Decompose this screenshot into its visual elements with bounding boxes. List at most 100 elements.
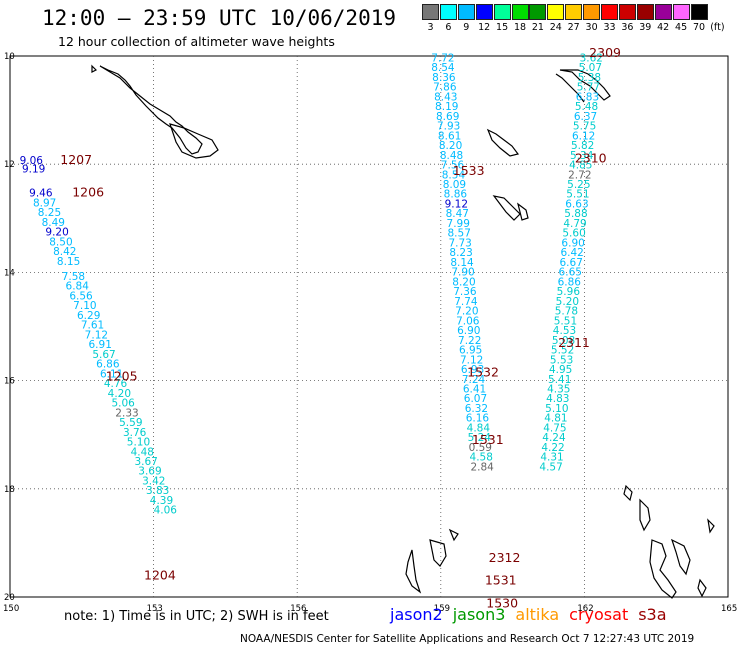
wave-height-value: 8.20 [439,140,462,152]
wave-height-value: 5.88 [564,208,587,220]
wave-height-value: 5.60 [562,228,585,240]
wave-height-value: 8.09 [443,179,466,191]
lon-tick-label: 159 [434,604,450,614]
wave-height-value: 7.58 [62,271,85,283]
wave-height-value: 8.43 [434,91,457,103]
wave-height-value: 7.10 [73,300,96,312]
legend-swatch [475,4,493,20]
wave-height-value: 6.86 [558,276,582,288]
wave-height-value: 8.57 [448,228,471,240]
legend-label: 24 [549,22,562,33]
wave-height-value: 8.48 [440,150,463,162]
wave-height-value: 5.10 [127,437,150,449]
wave-height-value: 6.95 [459,345,482,357]
map-note: note: 1) Time is in UTC; 2) SWH is in fe… [64,609,329,624]
wave-height-value: 5.48 [575,101,598,113]
satellite-name: cryosat [569,605,629,624]
coastline-island-se-2 [670,538,691,576]
legend-label: 18 [513,22,527,33]
wave-height-value: 5.82 [571,140,594,152]
wave-height-value: 8.19 [435,101,458,113]
wave-height-value: 7.22 [458,335,481,347]
legend-swatch [672,4,690,20]
wave-height-value: 8.69 [436,111,459,123]
wave-height-value: 9.20 [45,227,68,239]
lon-tick-label: 150 [3,604,19,614]
wave-height-value: 5.52 [551,345,574,357]
wave-height-value: 6.86 [96,359,120,371]
wave-height-value: 6.56 [69,290,93,302]
satellite-name: altika [515,605,560,624]
wave-height-value: 4.83 [546,393,569,405]
wave-height-value: 7.93 [437,121,460,133]
coastline-islet-e [623,484,633,502]
legend-swatch [547,4,565,20]
wave-height-value: 5.53 [550,354,573,366]
legend-swatch [511,4,529,20]
wave-height-value: 4.84 [467,422,491,434]
coastline-island-s [429,539,447,567]
wave-height-value: 9.46 [29,188,53,200]
lat-tick-label: 14 [4,268,15,278]
coastline-island-se [649,539,677,599]
legend-label: 45 [675,22,688,33]
legend-swatch [654,4,672,20]
wave-height-value: 5.07 [579,62,602,74]
wave-height-value: 5.24 [468,432,492,444]
coastline-island-sw [405,549,422,594]
wave-height-value: 8.54 [442,169,466,181]
legend-label: 70 [692,22,706,33]
wave-height-value: 2.33 [115,407,138,419]
wave-height-value: 6.16 [466,413,490,425]
wave-height-value: 5.78 [555,306,578,318]
wave-height-value: 5.41 [548,374,571,386]
coastline-island-group-nw-2 [169,123,219,159]
wave-height-value: 3.69 [138,466,161,478]
wave-height-value: 5.67 [92,349,115,361]
wave-height-value: 4.24 [542,432,566,444]
wave-height-value: 6.65 [559,267,582,279]
wave-height-value: 8.50 [49,236,72,248]
wave-height-value: 6.90 [561,237,584,249]
wave-height-value: 4.20 [108,388,131,400]
wave-height-value: 3.42 [142,475,165,487]
wave-height-value: 5.96 [557,286,581,298]
coastline-islet-i [91,64,98,73]
legend-swatch [601,4,618,20]
wave-height-value: 6.93 [461,364,484,376]
wave-height-value: 8.14 [450,257,474,269]
map-border [9,55,729,598]
wave-height-value: 8.23 [449,247,472,259]
coastline-islet-g [697,578,707,598]
wave-height-value: 6.83 [576,91,599,103]
lat-tick-label: 12 [4,160,15,170]
wave-height-value: 3.67 [134,456,157,468]
wave-height-value: 6.90 [457,325,480,337]
legend-label: 27 [567,22,580,33]
wave-height-value: 5.20 [556,296,579,308]
wave-height-value: 5.51 [566,189,589,201]
legend-swatch [529,4,547,20]
wave-height-value: 4.76 [104,378,128,390]
wave-height-value: 6.07 [464,393,487,405]
legend-label: 30 [585,22,598,33]
satellite-name: jason3 [452,605,506,624]
legend-swatch [457,4,475,20]
wave-height-value: 7.20 [455,306,478,318]
wave-height-value: 7.72 [431,52,454,64]
legend-swatch [493,4,511,20]
wave-height-value: 5.34 [570,150,594,162]
coastline-islet-f [639,498,651,532]
wave-height-value: 9.12 [445,198,468,210]
track-time-label: 2312 [489,550,521,565]
wave-height-value: 4.95 [549,364,572,376]
legend-label: 6 [445,22,452,33]
wave-height-value: 4.85 [569,160,592,172]
wave-height-value: 8.20 [452,276,475,288]
lon-tick-label: 156 [290,604,306,614]
coastline-islet-b [492,195,521,221]
wave-height-value: 6.32 [465,403,488,415]
wave-height-value: 6.63 [565,198,588,210]
wave-height-value: 5.25 [567,179,590,191]
